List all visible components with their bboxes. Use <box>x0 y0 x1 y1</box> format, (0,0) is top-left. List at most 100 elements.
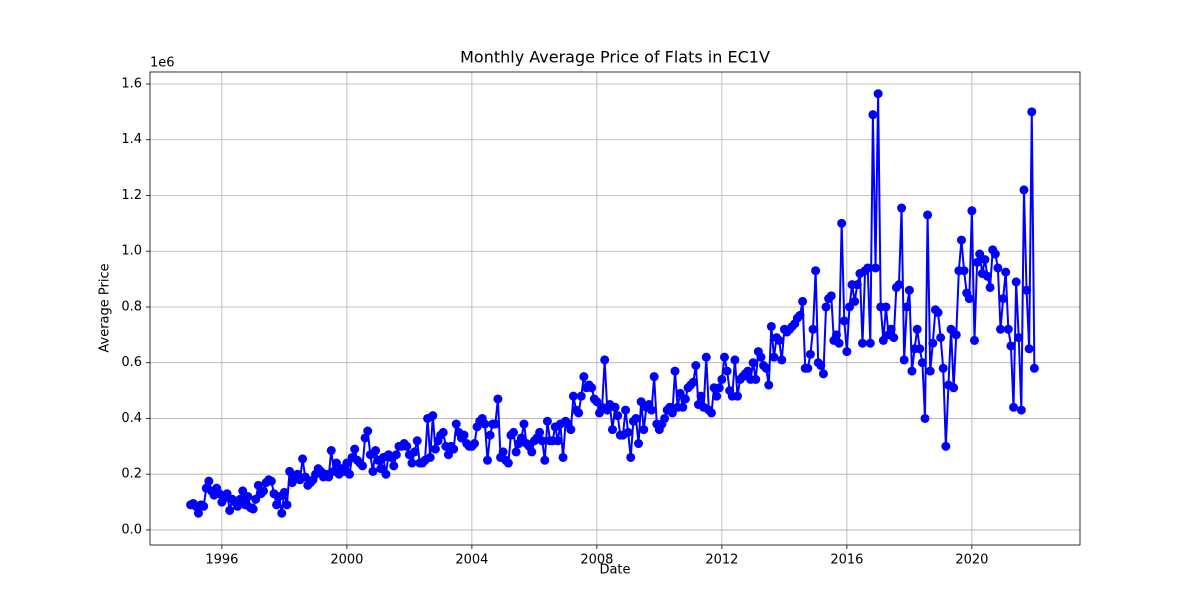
data-point <box>842 347 852 357</box>
data-point <box>428 411 438 421</box>
data-point <box>998 294 1008 304</box>
data-point <box>631 413 641 423</box>
data-point <box>391 450 401 460</box>
data-point <box>969 335 979 345</box>
data-point <box>381 469 391 479</box>
data-point <box>925 366 935 376</box>
data-point <box>498 447 508 457</box>
data-point <box>527 447 537 457</box>
data-point <box>795 310 805 320</box>
data-point <box>803 363 813 373</box>
data-point <box>634 439 644 449</box>
data-point <box>959 266 969 276</box>
data-point <box>259 486 269 496</box>
data-point <box>949 383 959 393</box>
data-point <box>402 441 412 451</box>
data-point <box>298 454 308 464</box>
data-point <box>951 330 961 340</box>
data-point <box>621 405 631 415</box>
data-point <box>722 366 732 376</box>
data-point <box>915 344 925 354</box>
data-point <box>696 391 706 401</box>
data-point <box>407 458 417 468</box>
data-point <box>701 352 711 362</box>
data-point <box>863 263 873 273</box>
data-point <box>990 249 1000 259</box>
data-point <box>873 89 883 99</box>
data-point <box>756 352 766 362</box>
data-point <box>282 500 292 510</box>
data-point <box>904 285 914 295</box>
data-point <box>894 280 904 290</box>
data-point <box>1006 341 1016 351</box>
data-point <box>1024 344 1034 354</box>
data-point <box>248 504 258 514</box>
data-point <box>608 425 617 435</box>
data-point <box>503 458 513 468</box>
data-point <box>537 436 547 446</box>
data-point <box>540 455 550 465</box>
data-point <box>389 461 399 471</box>
x-tick-label: 2012 <box>705 553 738 568</box>
data-point <box>363 426 373 436</box>
data-point <box>956 235 966 245</box>
data-point <box>967 206 977 216</box>
data-point <box>706 408 716 418</box>
data-point <box>199 501 209 511</box>
data-point <box>430 444 440 454</box>
data-point <box>358 461 367 471</box>
data-point <box>733 391 742 401</box>
data-point <box>821 302 831 312</box>
data-point <box>371 446 381 456</box>
data-point <box>714 383 724 393</box>
data-point <box>868 110 878 120</box>
x-tick-label: 2020 <box>955 553 988 568</box>
data-point <box>1011 277 1021 287</box>
data-point <box>837 218 847 228</box>
data-point <box>1022 285 1032 295</box>
data-point <box>688 377 698 387</box>
data-point <box>193 508 203 518</box>
data-point <box>553 436 563 446</box>
data-point <box>410 447 420 457</box>
data-point <box>938 363 948 373</box>
data-point <box>980 255 990 265</box>
data-point <box>1001 267 1011 277</box>
data-point <box>574 408 584 418</box>
data-point <box>483 455 492 465</box>
data-point <box>425 452 435 462</box>
chart-title: Monthly Average Price of Flats in EC1V <box>460 48 770 67</box>
y-tick-label: 0.6 <box>121 355 142 370</box>
x-tick-label: 2000 <box>330 553 363 568</box>
data-point <box>928 338 938 348</box>
data-point <box>360 433 370 443</box>
y-tick-label: 0.4 <box>121 411 142 426</box>
data-point <box>871 263 881 273</box>
data-point <box>834 338 844 348</box>
y-tick-label: 1.4 <box>121 132 142 147</box>
data-point <box>748 358 758 368</box>
data-point <box>774 335 784 345</box>
data-point <box>858 338 867 348</box>
data-point <box>438 427 448 437</box>
data-point <box>719 352 729 362</box>
x-tick-label: 2004 <box>455 553 488 568</box>
data-point <box>902 302 912 312</box>
data-point <box>897 203 907 213</box>
data-point <box>818 369 828 379</box>
data-point <box>826 291 836 301</box>
data-point <box>691 360 701 370</box>
data-point <box>831 330 841 340</box>
data-point <box>766 321 776 331</box>
data-point <box>983 271 992 281</box>
data-point <box>881 302 891 312</box>
data-point <box>326 446 336 456</box>
data-point <box>889 333 899 343</box>
data-point <box>730 355 740 365</box>
data-point <box>852 280 862 290</box>
data-point <box>1009 402 1019 412</box>
data-point <box>566 425 576 435</box>
data-point <box>761 363 771 373</box>
data-point <box>509 427 519 437</box>
